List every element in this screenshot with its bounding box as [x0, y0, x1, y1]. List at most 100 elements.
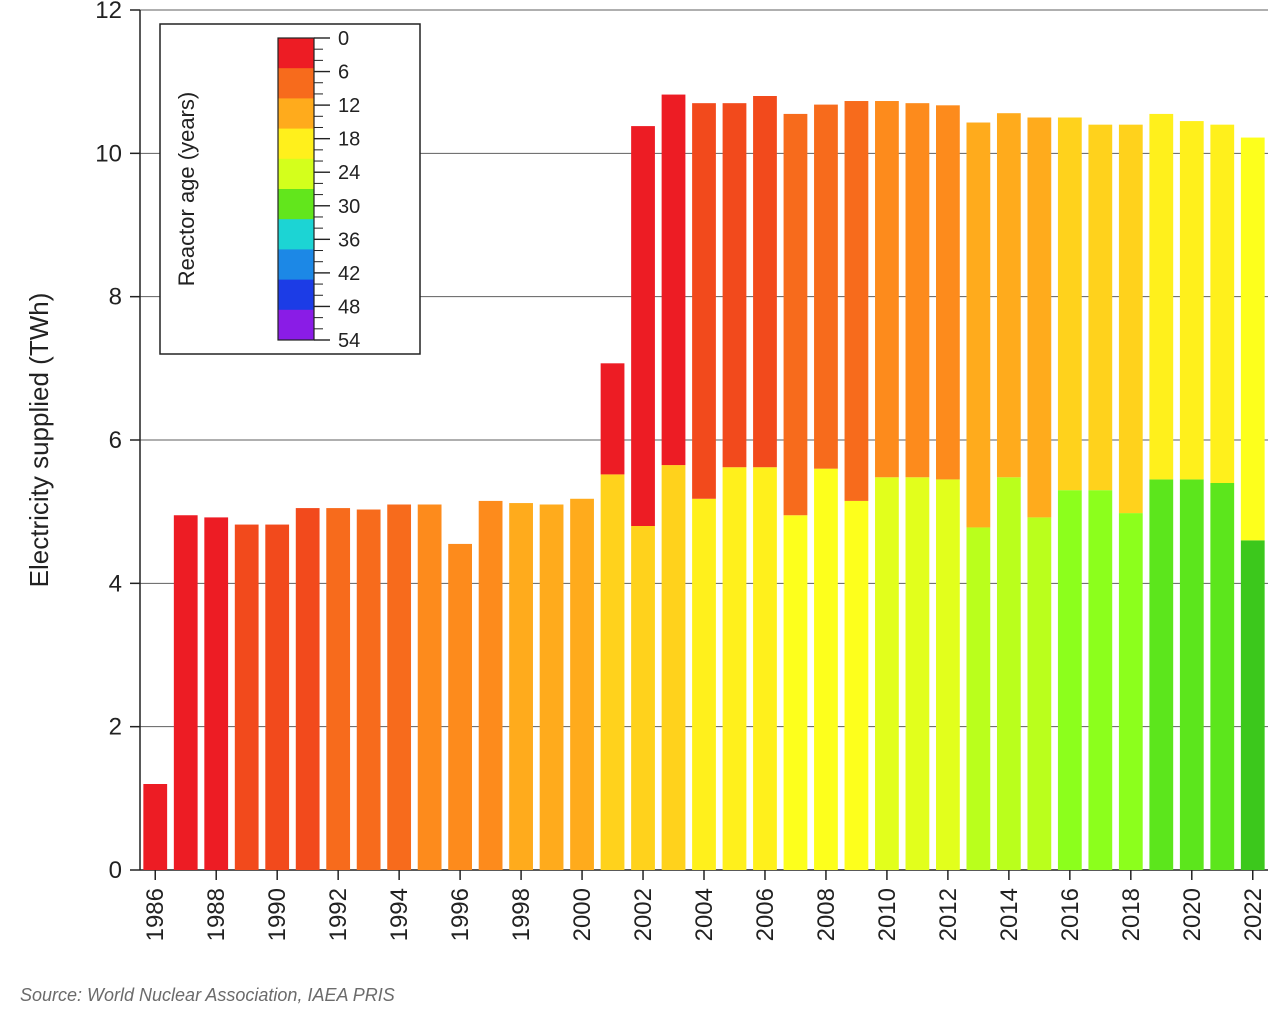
- bar-segment: [479, 501, 503, 870]
- bar-segment: [906, 103, 930, 477]
- bar-segment: [1210, 125, 1234, 483]
- bar-segment: [601, 363, 625, 474]
- bar-segment: [723, 103, 747, 467]
- bar-segment: [814, 469, 838, 870]
- x-tick-label: 1990: [264, 888, 291, 941]
- x-tick-label: 2014: [996, 888, 1023, 941]
- x-tick-label: 2002: [630, 888, 657, 941]
- chart-container: 024681012Electricity supplied (TWh)19861…: [0, 0, 1288, 1016]
- bar-segment: [357, 510, 381, 870]
- bar-segment: [1027, 517, 1051, 870]
- bar-segment: [174, 515, 198, 870]
- bar-segment: [997, 477, 1021, 870]
- bar-segment: [936, 479, 960, 870]
- x-tick-label: 1988: [203, 888, 230, 941]
- x-tick-label: 2018: [1118, 888, 1145, 941]
- x-tick-label: 1994: [386, 888, 413, 941]
- y-tick-label: 10: [95, 140, 122, 167]
- y-axis-label: Electricity supplied (TWh): [24, 293, 54, 588]
- bar-segment: [418, 505, 442, 871]
- x-tick-label: 2020: [1179, 888, 1206, 941]
- x-tick-label: 2012: [935, 888, 962, 941]
- bar-segment: [692, 103, 716, 499]
- bar-segment: [966, 123, 990, 528]
- bar-segment: [631, 526, 655, 870]
- bar-segment: [875, 477, 899, 870]
- source-caption: Source: World Nuclear Association, IAEA …: [20, 985, 395, 1006]
- bar-segment: [1180, 121, 1204, 479]
- bar-segment: [1180, 479, 1204, 870]
- y-tick-label: 8: [109, 284, 122, 311]
- bar-segment: [1058, 118, 1082, 491]
- bar-segment: [753, 96, 777, 467]
- bar-segment: [143, 784, 167, 870]
- x-tick-label: 1998: [508, 888, 535, 941]
- bar-segment: [540, 505, 564, 871]
- bar-segment: [1149, 479, 1173, 870]
- bar-segment: [936, 105, 960, 479]
- legend-title: Reactor age (years): [174, 92, 199, 286]
- bar-segment: [1119, 125, 1143, 513]
- x-tick-label: 1992: [325, 888, 352, 941]
- bar-segment: [326, 508, 350, 870]
- bar-segment: [662, 465, 686, 870]
- x-tick-label: 2022: [1240, 888, 1267, 941]
- legend-tick-label: 54: [338, 330, 360, 352]
- legend-tick-label: 18: [338, 129, 360, 151]
- bar-segment: [753, 467, 777, 870]
- x-tick-label: 2016: [1057, 888, 1084, 941]
- bar-segment: [1149, 114, 1173, 480]
- bar-segment: [784, 114, 808, 515]
- x-tick-label: 2010: [874, 888, 901, 941]
- bar-segment: [1241, 138, 1265, 541]
- bar-segment: [204, 517, 228, 870]
- y-tick-label: 0: [109, 857, 122, 884]
- bar-segment: [1241, 540, 1265, 870]
- y-tick-label: 4: [109, 570, 122, 597]
- bar-segment: [1119, 513, 1143, 870]
- bar-segment: [631, 126, 655, 526]
- bar-segment: [1088, 490, 1112, 870]
- bar-segment: [509, 503, 533, 870]
- legend-tick-label: 42: [338, 263, 360, 285]
- bar-segment: [845, 501, 869, 870]
- legend: 0 6 12 18 24 30 36 42 48 54 Reactor age (years): [160, 24, 420, 354]
- legend-tick-label: 24: [338, 162, 360, 184]
- y-tick-label: 12: [95, 0, 122, 24]
- legend-tick-label: 30: [338, 196, 360, 218]
- bar-segment: [235, 525, 259, 870]
- bar-segment: [296, 508, 320, 870]
- legend-tick-label: 48: [338, 296, 360, 318]
- bar-segment: [1088, 125, 1112, 491]
- bar-segment: [966, 527, 990, 870]
- x-tick-label: 2004: [691, 888, 718, 941]
- bar-segment: [662, 95, 686, 466]
- bar-segment: [265, 525, 289, 870]
- legend-tick-label: 36: [338, 229, 360, 251]
- bar-segment: [906, 477, 930, 870]
- bar-segment: [387, 505, 411, 871]
- bar-segment: [1210, 483, 1234, 870]
- x-tick-label: 2008: [813, 888, 840, 941]
- legend-tick-label: 12: [338, 95, 360, 117]
- x-tick-label: 2000: [569, 888, 596, 941]
- bar-segment: [692, 499, 716, 870]
- bar-segment: [784, 515, 808, 870]
- stacked-bar-chart: 024681012Electricity supplied (TWh)19861…: [0, 0, 1288, 1016]
- bar-segment: [448, 544, 472, 870]
- legend-tick-label: 0: [338, 28, 349, 50]
- bar-segment: [601, 474, 625, 870]
- bar-segment: [1058, 490, 1082, 870]
- bar-segment: [723, 467, 747, 870]
- legend-tick-label: 6: [338, 62, 349, 84]
- x-tick-label: 2006: [752, 888, 779, 941]
- bar-segment: [1027, 118, 1051, 518]
- bar-segment: [875, 101, 899, 477]
- x-tick-label: 1996: [447, 888, 474, 941]
- bar-segment: [814, 105, 838, 469]
- bar-segment: [570, 499, 594, 870]
- y-tick-label: 2: [109, 714, 122, 741]
- x-tick-label: 1986: [142, 888, 169, 941]
- bar-segment: [997, 113, 1021, 477]
- bar-segment: [845, 101, 869, 501]
